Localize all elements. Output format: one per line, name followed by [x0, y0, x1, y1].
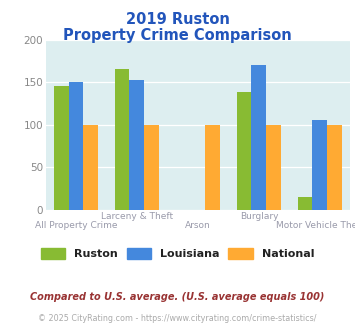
- Bar: [130, 81, 144, 210]
- Text: Motor Vehicle Theft: Motor Vehicle Theft: [276, 221, 355, 230]
- Bar: [83, 124, 98, 210]
- Text: Larceny & Theft: Larceny & Theft: [101, 212, 173, 221]
- Text: © 2025 CityRating.com - https://www.cityrating.com/crime-statistics/: © 2025 CityRating.com - https://www.city…: [38, 314, 317, 323]
- Bar: [327, 124, 342, 210]
- Bar: [312, 120, 327, 210]
- Text: Property Crime Comparison: Property Crime Comparison: [63, 28, 292, 43]
- Legend: Ruston, Louisiana, National: Ruston, Louisiana, National: [37, 245, 318, 262]
- Bar: [251, 65, 266, 210]
- Text: Compared to U.S. average. (U.S. average equals 100): Compared to U.S. average. (U.S. average …: [30, 292, 325, 302]
- Text: Burglary: Burglary: [240, 212, 278, 221]
- Bar: [144, 124, 159, 210]
- Bar: [236, 92, 251, 210]
- Text: Arson: Arson: [185, 221, 211, 230]
- Bar: [205, 124, 220, 210]
- Bar: [54, 86, 69, 210]
- Bar: [115, 69, 130, 210]
- Bar: [266, 124, 281, 210]
- Bar: [297, 197, 312, 210]
- Text: All Property Crime: All Property Crime: [35, 221, 117, 230]
- Text: 2019 Ruston: 2019 Ruston: [126, 12, 229, 26]
- Bar: [69, 82, 83, 210]
